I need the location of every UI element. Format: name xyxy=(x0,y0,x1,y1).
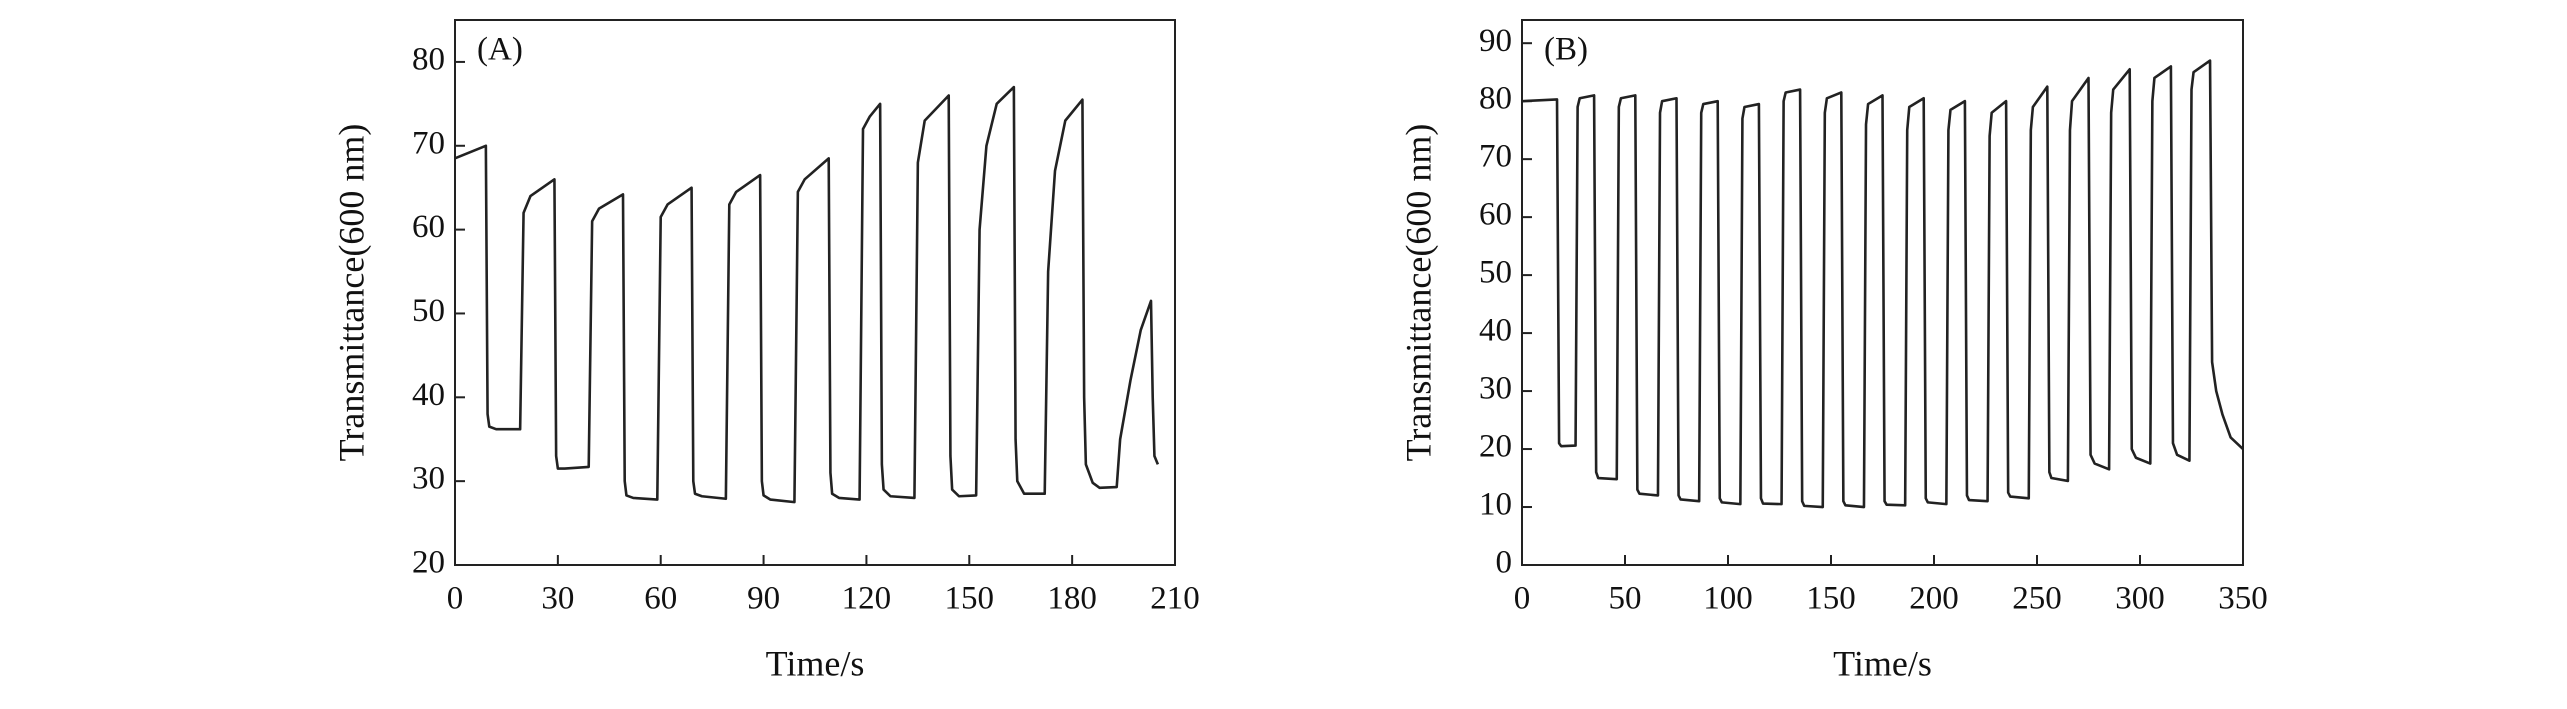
x-tick-label: 0 xyxy=(1514,581,1531,617)
x-tick-label: 180 xyxy=(1047,581,1097,617)
y-axis-label: Transmittance(600 nm) xyxy=(331,124,371,462)
y-tick-label: 70 xyxy=(412,125,445,161)
x-tick-label: 250 xyxy=(2012,581,2062,617)
y-tick-label: 60 xyxy=(412,209,445,245)
x-tick-label: 350 xyxy=(2218,581,2268,617)
x-tick-label: 0 xyxy=(447,581,464,617)
y-tick-label: 20 xyxy=(1479,429,1512,465)
y-tick-label: 20 xyxy=(412,545,445,581)
y-tick-label: 80 xyxy=(412,42,445,78)
x-tick-label: 90 xyxy=(747,581,780,617)
y-tick-label: 30 xyxy=(1479,371,1512,407)
data-line xyxy=(454,85,1160,504)
x-tick-label: 200 xyxy=(1909,581,1959,617)
x-tick-label: 150 xyxy=(1806,581,1856,617)
x-tick-label: 30 xyxy=(541,581,574,617)
y-tick-label: 90 xyxy=(1479,23,1512,59)
y-tick-label: 0 xyxy=(1496,545,1513,581)
x-tick-label: 120 xyxy=(842,581,892,617)
x-tick-label: 50 xyxy=(1609,581,1642,617)
y-axis-label: Transmittance(600 nm) xyxy=(1398,124,1438,462)
x-tick-label: 210 xyxy=(1150,581,1200,617)
panel-annotation: (B) xyxy=(1544,32,1588,68)
data-line xyxy=(1521,59,2244,509)
x-tick-label: 150 xyxy=(945,581,995,617)
panel-annotation: (A) xyxy=(477,32,523,68)
y-tick-label: 60 xyxy=(1479,197,1512,233)
y-tick-label: 10 xyxy=(1479,487,1512,523)
y-tick-label: 50 xyxy=(1479,255,1512,291)
x-tick-label: 300 xyxy=(2115,581,2165,617)
y-tick-label: 30 xyxy=(412,461,445,497)
y-tick-label: 50 xyxy=(412,293,445,329)
x-axis-label: Time/s xyxy=(1833,643,1932,683)
y-tick-label: 80 xyxy=(1479,81,1512,117)
y-tick-label: 70 xyxy=(1479,139,1512,175)
x-tick-label: 100 xyxy=(1703,581,1753,617)
y-tick-label: 40 xyxy=(412,377,445,413)
y-tick-label: 40 xyxy=(1479,313,1512,349)
plot-frame xyxy=(454,19,1176,566)
x-axis-label: Time/s xyxy=(766,643,865,683)
plot-frame xyxy=(1521,19,2244,566)
x-tick-label: 60 xyxy=(644,581,677,617)
